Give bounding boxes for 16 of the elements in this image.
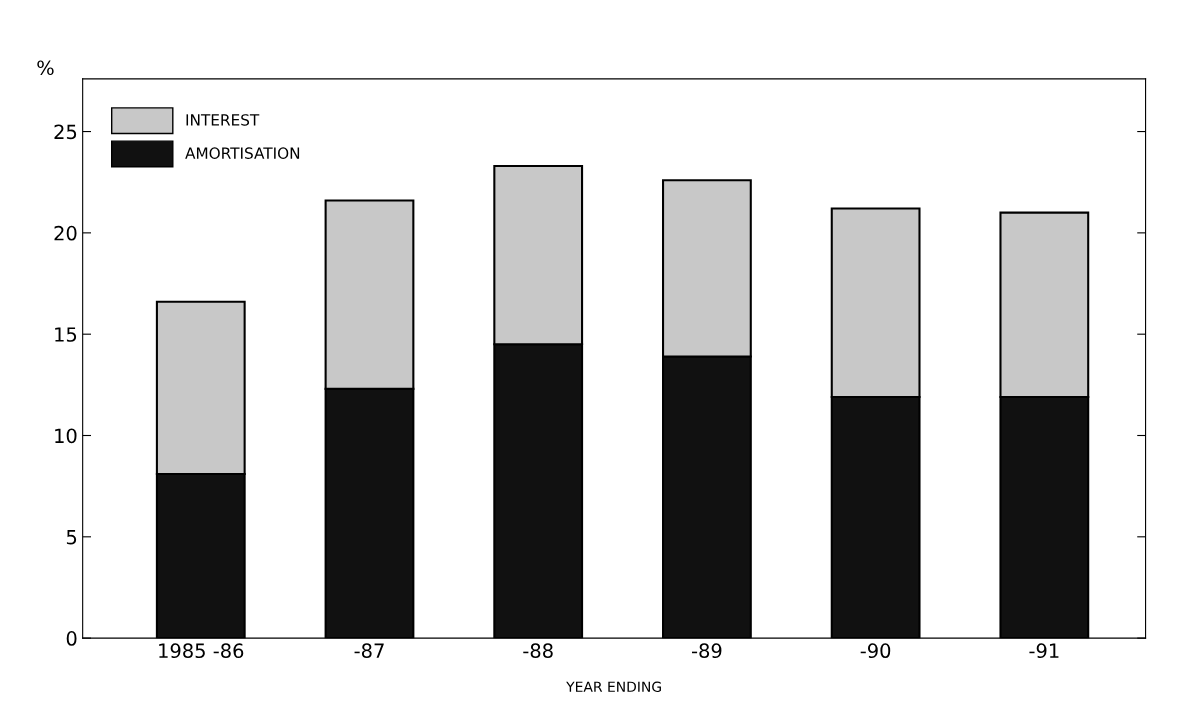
x-axis-title: YEAR ENDING	[566, 681, 661, 693]
y-tick-label: 10	[55, 428, 77, 444]
y-tick-label: 5	[66, 530, 77, 545]
x-tick-label: -87	[354, 643, 384, 659]
x-tick-label: -89	[691, 643, 722, 659]
legend-label: INTEREST	[186, 114, 260, 126]
x-tick-label: -90	[860, 643, 891, 659]
y-tick-label: 20	[54, 225, 77, 241]
y-tick-label: 0	[66, 631, 77, 646]
y-tick-label: 25	[54, 124, 77, 140]
x-tick-label: -88	[523, 643, 553, 659]
y-tick-label: 15	[55, 327, 77, 342]
y-axis-title: %	[37, 60, 54, 76]
x-tick-label: -91	[1029, 643, 1059, 659]
legend-label: AMORTISATION	[185, 147, 300, 159]
x-tick-label: 1985 -86	[159, 643, 244, 659]
